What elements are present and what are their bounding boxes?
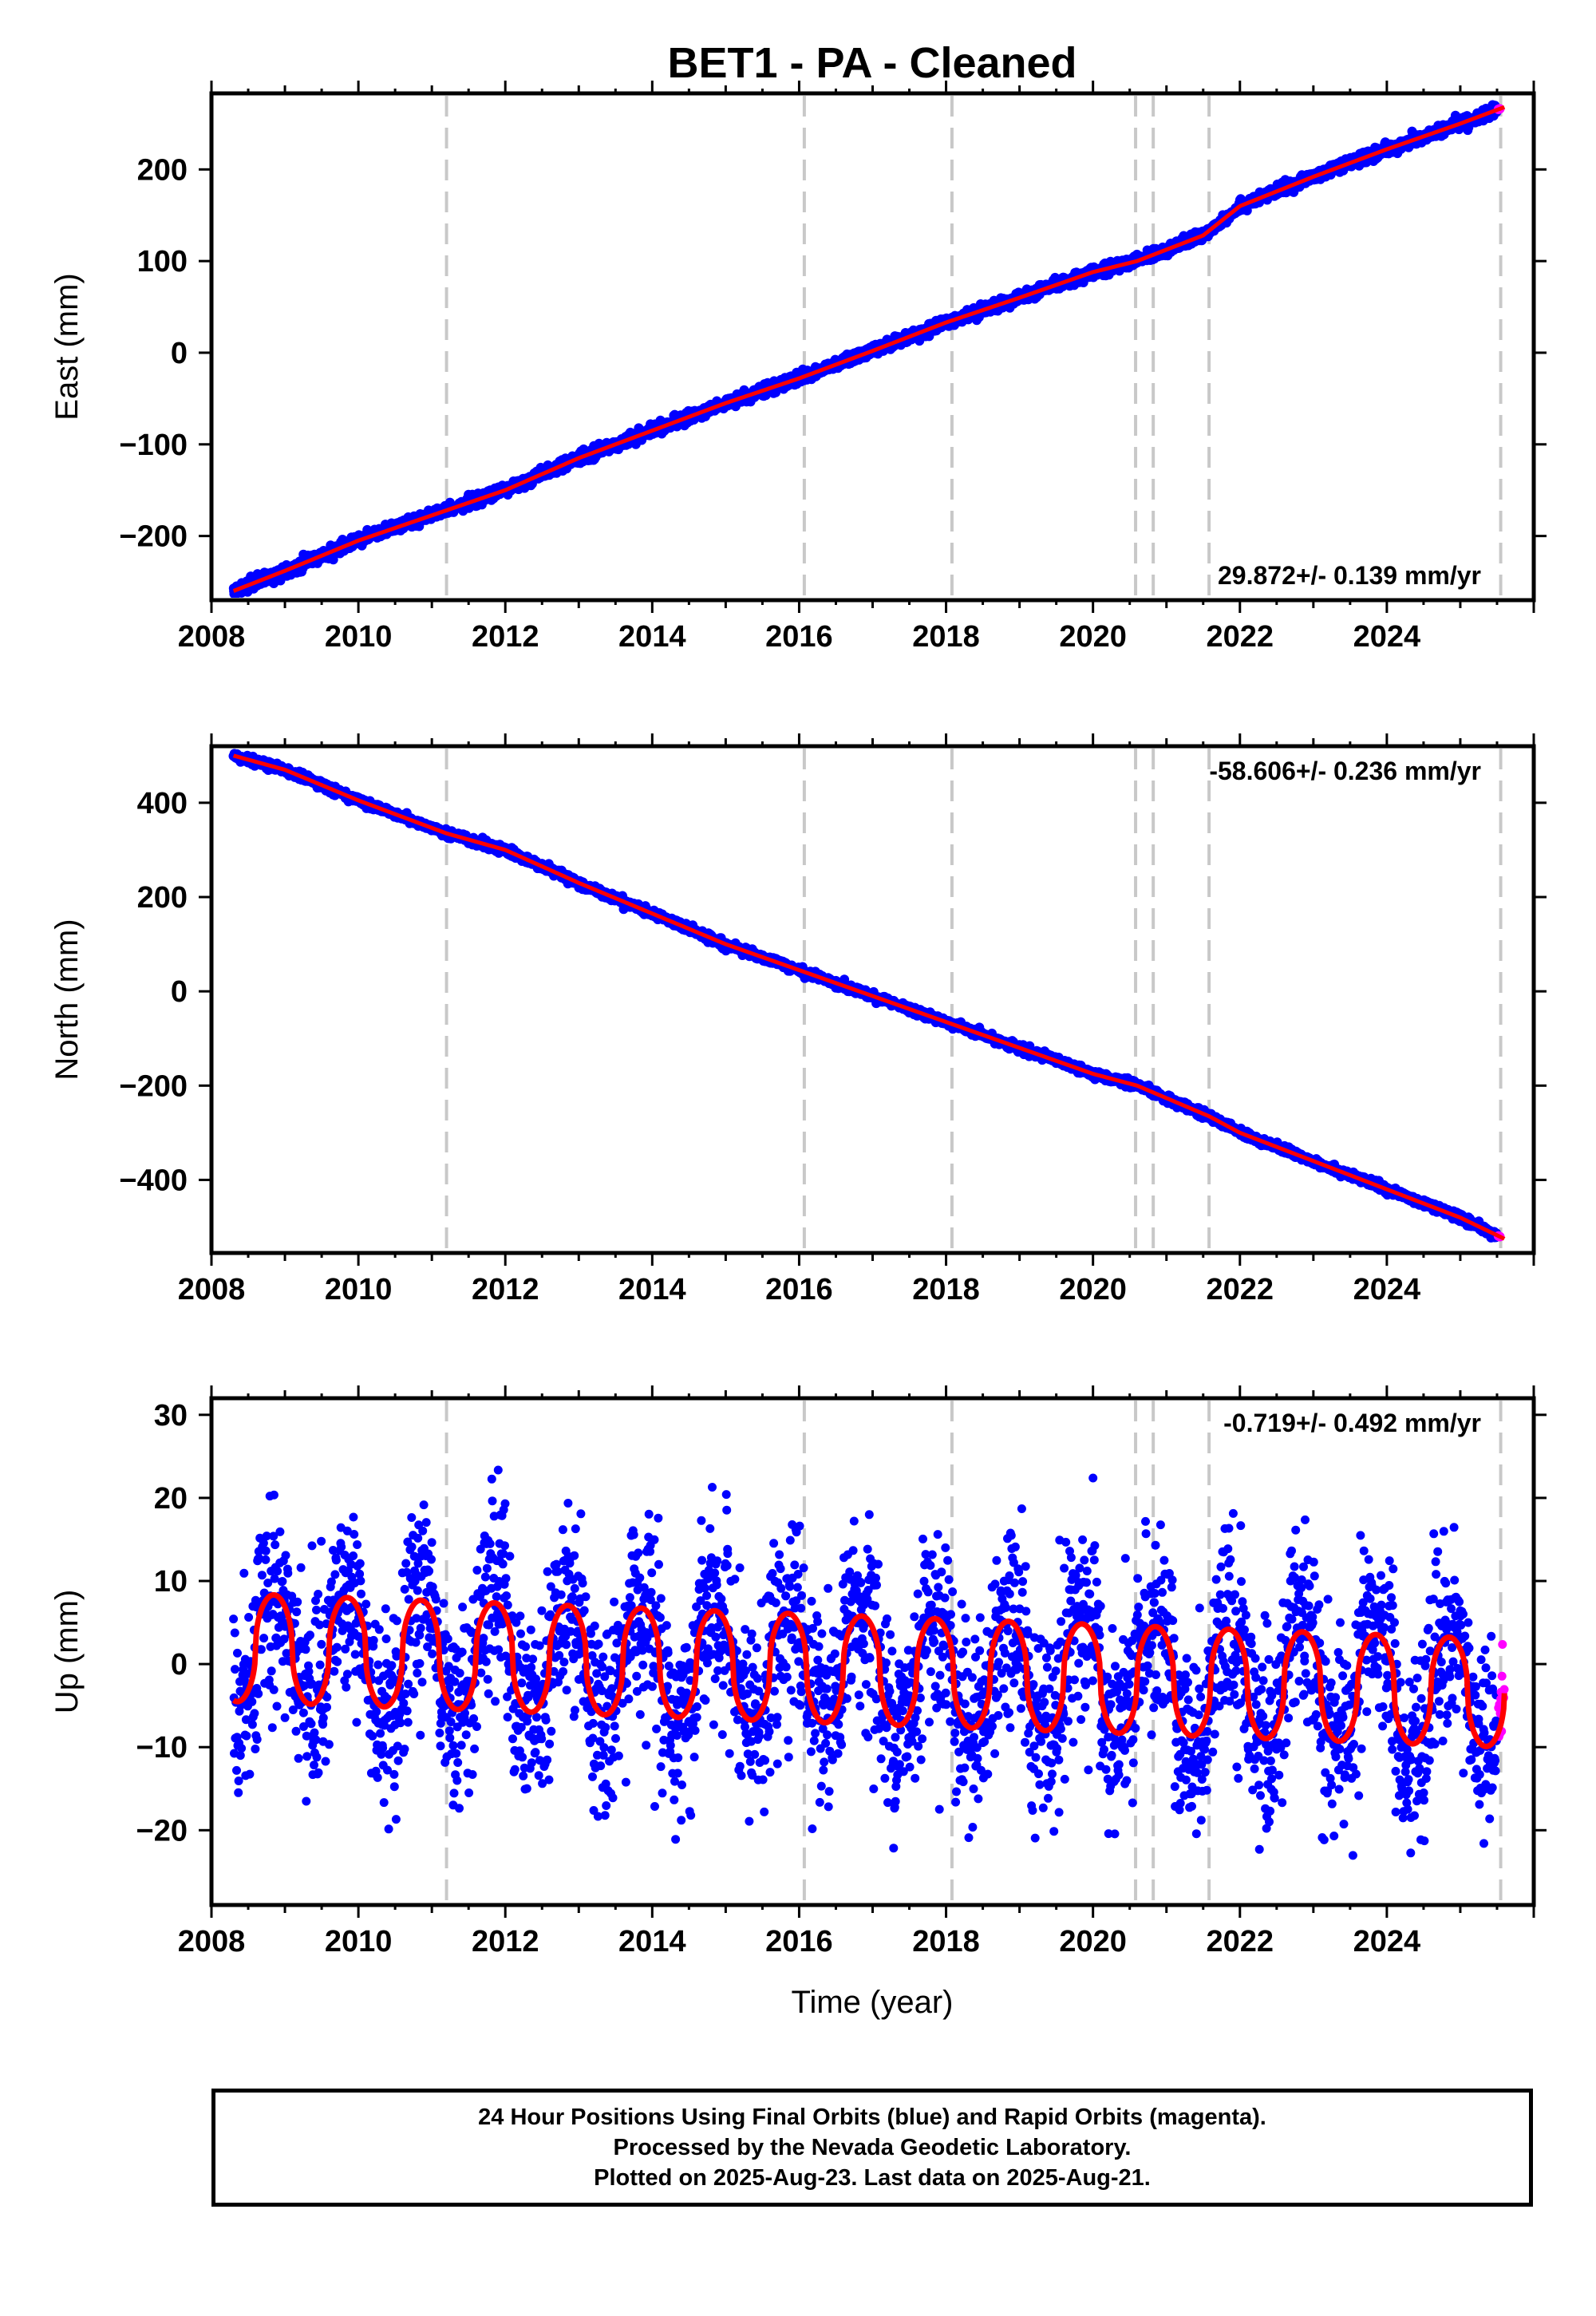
x-tick-label: 2022 [1207,1273,1274,1306]
x-tick-label: 2008 [178,620,246,654]
note-line-1: 24 Hour Positions Using Final Orbits (bl… [478,2105,1266,2130]
y-tick-label: −10 [136,1731,188,1765]
final-orbit-points [229,1465,1501,1860]
x-tick-label: 2022 [1207,620,1274,654]
y-tick-label: 20 [154,1482,188,1516]
data-layer [228,100,1506,598]
y-tick-label: 400 [137,787,188,820]
x-tick-label: 2010 [325,620,393,654]
x-tick-label: 2024 [1353,620,1421,654]
x-tick-label: 2008 [178,1273,246,1306]
x-tick-label: 2020 [1059,620,1127,654]
x-tick-label: 2020 [1059,1925,1127,1958]
x-tick-label: 2008 [178,1925,246,1958]
x-tick-label: 2012 [472,1925,539,1958]
chart-title: BET1 - PA - Cleaned [667,39,1077,87]
velocity-label: -58.606+/- 0.236 mm/yr [1209,757,1481,785]
model-fit-line [232,105,1506,593]
x-tick-label: 2018 [912,1925,980,1958]
x-tick-label: 2014 [618,620,686,654]
x-tick-label: 2010 [325,1925,393,1958]
x-tick-label: 2018 [912,620,980,654]
y-axis-label: North (mm) [49,919,85,1080]
x-tick-label: 2012 [472,1273,539,1306]
processing-note-box: 24 Hour Positions Using Final Orbits (bl… [211,2089,1533,2207]
x-tick-label: 2016 [765,1273,833,1306]
y-tick-label: 100 [137,245,188,279]
y-tick-label: 0 [171,1648,188,1682]
y-tick-label: −200 [119,520,188,554]
y-tick-label: −100 [119,429,188,462]
y-tick-label: −20 [136,1814,188,1848]
y-tick-label: 0 [171,337,188,370]
final-orbit-points [228,749,1502,1243]
rapid-orbit-points [1494,1640,1509,1741]
x-tick-label: 2010 [325,1273,393,1306]
y-axis-label: East (mm) [49,273,85,420]
x-tick-label: 2016 [765,620,833,654]
y-tick-label: −400 [119,1164,188,1197]
data-layer [228,749,1506,1243]
x-tick-label: 2018 [912,1273,980,1306]
x-tick-label: 2016 [765,1925,833,1958]
model-fit-line [232,753,1506,1241]
x-tick-label: 2024 [1353,1273,1421,1306]
x-tick-label: 2012 [472,620,539,654]
velocity-label: 29.872+/- 0.139 mm/yr [1218,561,1481,590]
panel-east: 2008 2010 2012 2014 2016 2018 2020 2022 2024 −200… [49,81,1547,654]
y-tick-label: 200 [137,881,188,915]
x-tick-label: 2014 [618,1925,686,1958]
model-fit-line [231,1592,1507,1749]
y-tick-label: 10 [154,1565,188,1599]
y-axis-label: Up (mm) [49,1590,85,1714]
final-orbit-points [228,100,1502,598]
x-tick-label: 2020 [1059,1273,1127,1306]
panel-north: 2008 2010 2012 2014 2016 2018 2020 2022 2024 −400… [49,733,1547,1306]
y-tick-label: 30 [154,1399,188,1433]
note-line-3: Plotted on 2025-Aug-23. Last data on 202… [594,2165,1151,2191]
note-line-2: Processed by the Nevada Geodetic Laborat… [613,2135,1132,2160]
x-tick-label: 2014 [618,1273,686,1306]
x-axis-label: Time (year) [792,1985,954,2020]
y-tick-label: 200 [137,153,188,187]
y-tick-label: −200 [119,1069,188,1103]
panel-up: 2008 2010 2012 2014 2016 2018 2020 2022 20243020… [49,1385,1547,1958]
velocity-label: -0.719+/- 0.492 mm/yr [1223,1409,1481,1437]
y-tick-label: 0 [171,975,188,1009]
x-tick-label: 2022 [1207,1925,1274,1958]
data-layer [229,1465,1509,1860]
x-tick-label: 2024 [1353,1925,1421,1958]
